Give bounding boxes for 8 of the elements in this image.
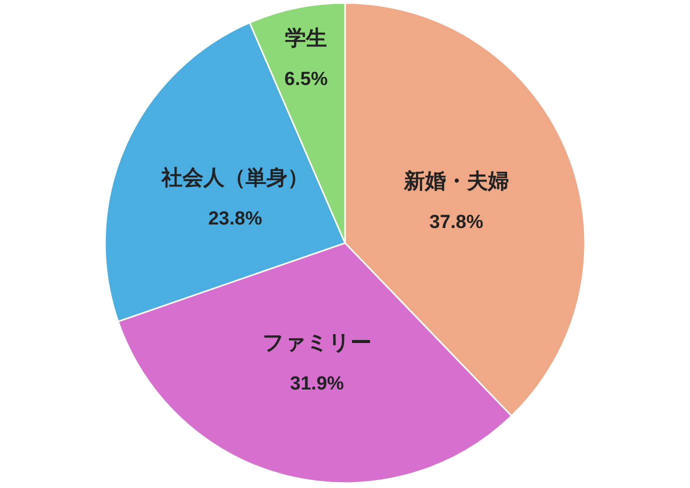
data-label: 6.5% [284, 68, 328, 90]
slice-label: ファミリー [262, 332, 372, 355]
slice-label: 新婚・夫婦 [402, 169, 509, 194]
data-label: 31.9% [290, 374, 344, 395]
slice-label: 学生 [285, 26, 328, 50]
slice-label: 社会人（単身） [160, 166, 309, 190]
data-label: 23.8% [208, 208, 262, 230]
data-label: 37.8% [429, 212, 484, 234]
